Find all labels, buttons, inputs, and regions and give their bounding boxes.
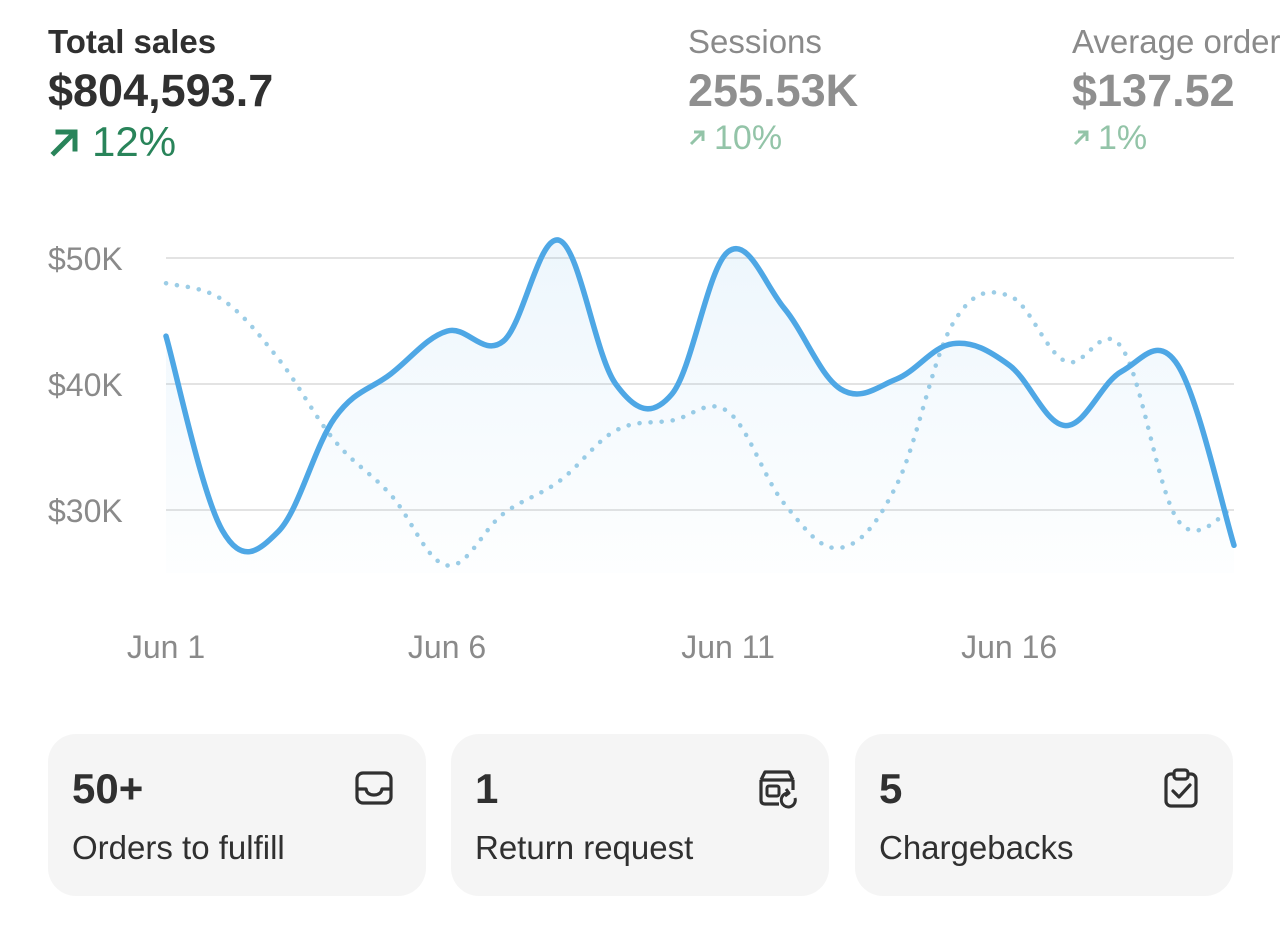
data-point xyxy=(220,528,224,532)
x-tick-label: Jun 1 xyxy=(127,629,205,665)
return-box-icon xyxy=(759,770,797,809)
metric-sessions[interactable]: Sessions 255.53K 10% xyxy=(688,22,858,158)
data-point xyxy=(1063,359,1067,363)
metric-value: $137.52 xyxy=(1072,65,1235,116)
metric-label: Total sales xyxy=(48,23,217,60)
data-point xyxy=(1007,294,1011,298)
series-line-primary xyxy=(163,237,1237,555)
data-point xyxy=(1007,363,1011,367)
y-tick-label: $40K xyxy=(48,367,123,403)
y-tick-label: $30K xyxy=(48,493,123,529)
arrow-up-right-icon xyxy=(689,130,705,146)
x-tick-label: Jun 16 xyxy=(961,629,1057,665)
data-point xyxy=(276,357,280,361)
metrics-header: Total sales $804,593.7 12% Sessions 255.… xyxy=(0,0,1280,200)
metric-label: Sessions xyxy=(688,23,822,60)
series-area xyxy=(166,239,1234,573)
data-point xyxy=(164,281,168,285)
data-point xyxy=(951,322,955,326)
metric-total-sales[interactable]: Total sales $804,593.7 12% xyxy=(48,22,273,166)
metric-delta-value: 1% xyxy=(1098,119,1148,157)
data-point xyxy=(389,372,393,376)
card-count: 5 xyxy=(879,765,903,812)
card-label: Chargebacks xyxy=(879,829,1074,866)
card-label: Orders to fulfill xyxy=(72,829,285,866)
data-point xyxy=(164,334,168,338)
data-point xyxy=(726,250,730,254)
metric-value: $804,593.7 xyxy=(48,65,274,116)
data-point xyxy=(557,238,561,242)
data-point xyxy=(1063,424,1067,428)
data-point xyxy=(1232,543,1236,547)
data-point xyxy=(951,342,955,346)
card-count: 1 xyxy=(475,765,499,812)
metric-delta-value: 10% xyxy=(714,119,783,157)
data-point xyxy=(670,392,674,396)
sales-line-chart[interactable]: $30K $40K $50K Jun 1 Jun 6 Jun 11 Jun 16 xyxy=(0,200,1280,690)
card-return-request[interactable]: 1 Return request xyxy=(451,734,829,896)
arrow-up-right-icon xyxy=(50,129,78,157)
metric-delta: 12% xyxy=(48,118,273,166)
card-orders-to-fulfill[interactable]: 50+ Orders to fulfill xyxy=(48,734,426,896)
data-point xyxy=(333,416,337,420)
x-tick-label: Jun 11 xyxy=(681,629,775,665)
data-point xyxy=(1120,345,1124,349)
metric-value: 255.53K xyxy=(688,65,859,116)
inbox-icon xyxy=(355,771,393,805)
data-point xyxy=(276,529,280,533)
data-point xyxy=(1232,505,1236,509)
data-point xyxy=(220,298,224,302)
arrow-up-right-icon xyxy=(1073,130,1089,146)
data-point xyxy=(445,329,449,333)
chart-series xyxy=(163,237,1237,573)
metric-delta: 10% xyxy=(688,118,858,158)
data-point xyxy=(501,339,505,343)
metric-average-order-value[interactable]: Average order value $137.52 1% xyxy=(1072,22,1280,158)
x-tick-label: Jun 6 xyxy=(408,629,486,665)
summary-cards: 50+ Orders to fulfill 1 Return request 5… xyxy=(0,734,1280,898)
data-point xyxy=(614,382,618,386)
data-point xyxy=(1176,363,1180,367)
card-label: Return request xyxy=(475,829,694,866)
data-point xyxy=(782,306,786,310)
data-point xyxy=(1120,369,1124,373)
y-tick-label: $50K xyxy=(48,241,123,277)
card-count: 50+ xyxy=(72,765,144,812)
clipboard-check-icon xyxy=(1164,768,1198,808)
y-axis: $30K $40K $50K xyxy=(48,241,123,529)
metric-delta-value: 12% xyxy=(92,118,177,165)
metric-delta: 1% xyxy=(1072,118,1280,158)
data-point xyxy=(895,377,899,381)
x-axis: Jun 1 Jun 6 Jun 11 Jun 16 xyxy=(127,629,1057,665)
card-chargebacks[interactable]: 5 Chargebacks xyxy=(855,734,1233,896)
data-point xyxy=(839,387,843,391)
metric-label: Average order value xyxy=(1072,23,1280,60)
